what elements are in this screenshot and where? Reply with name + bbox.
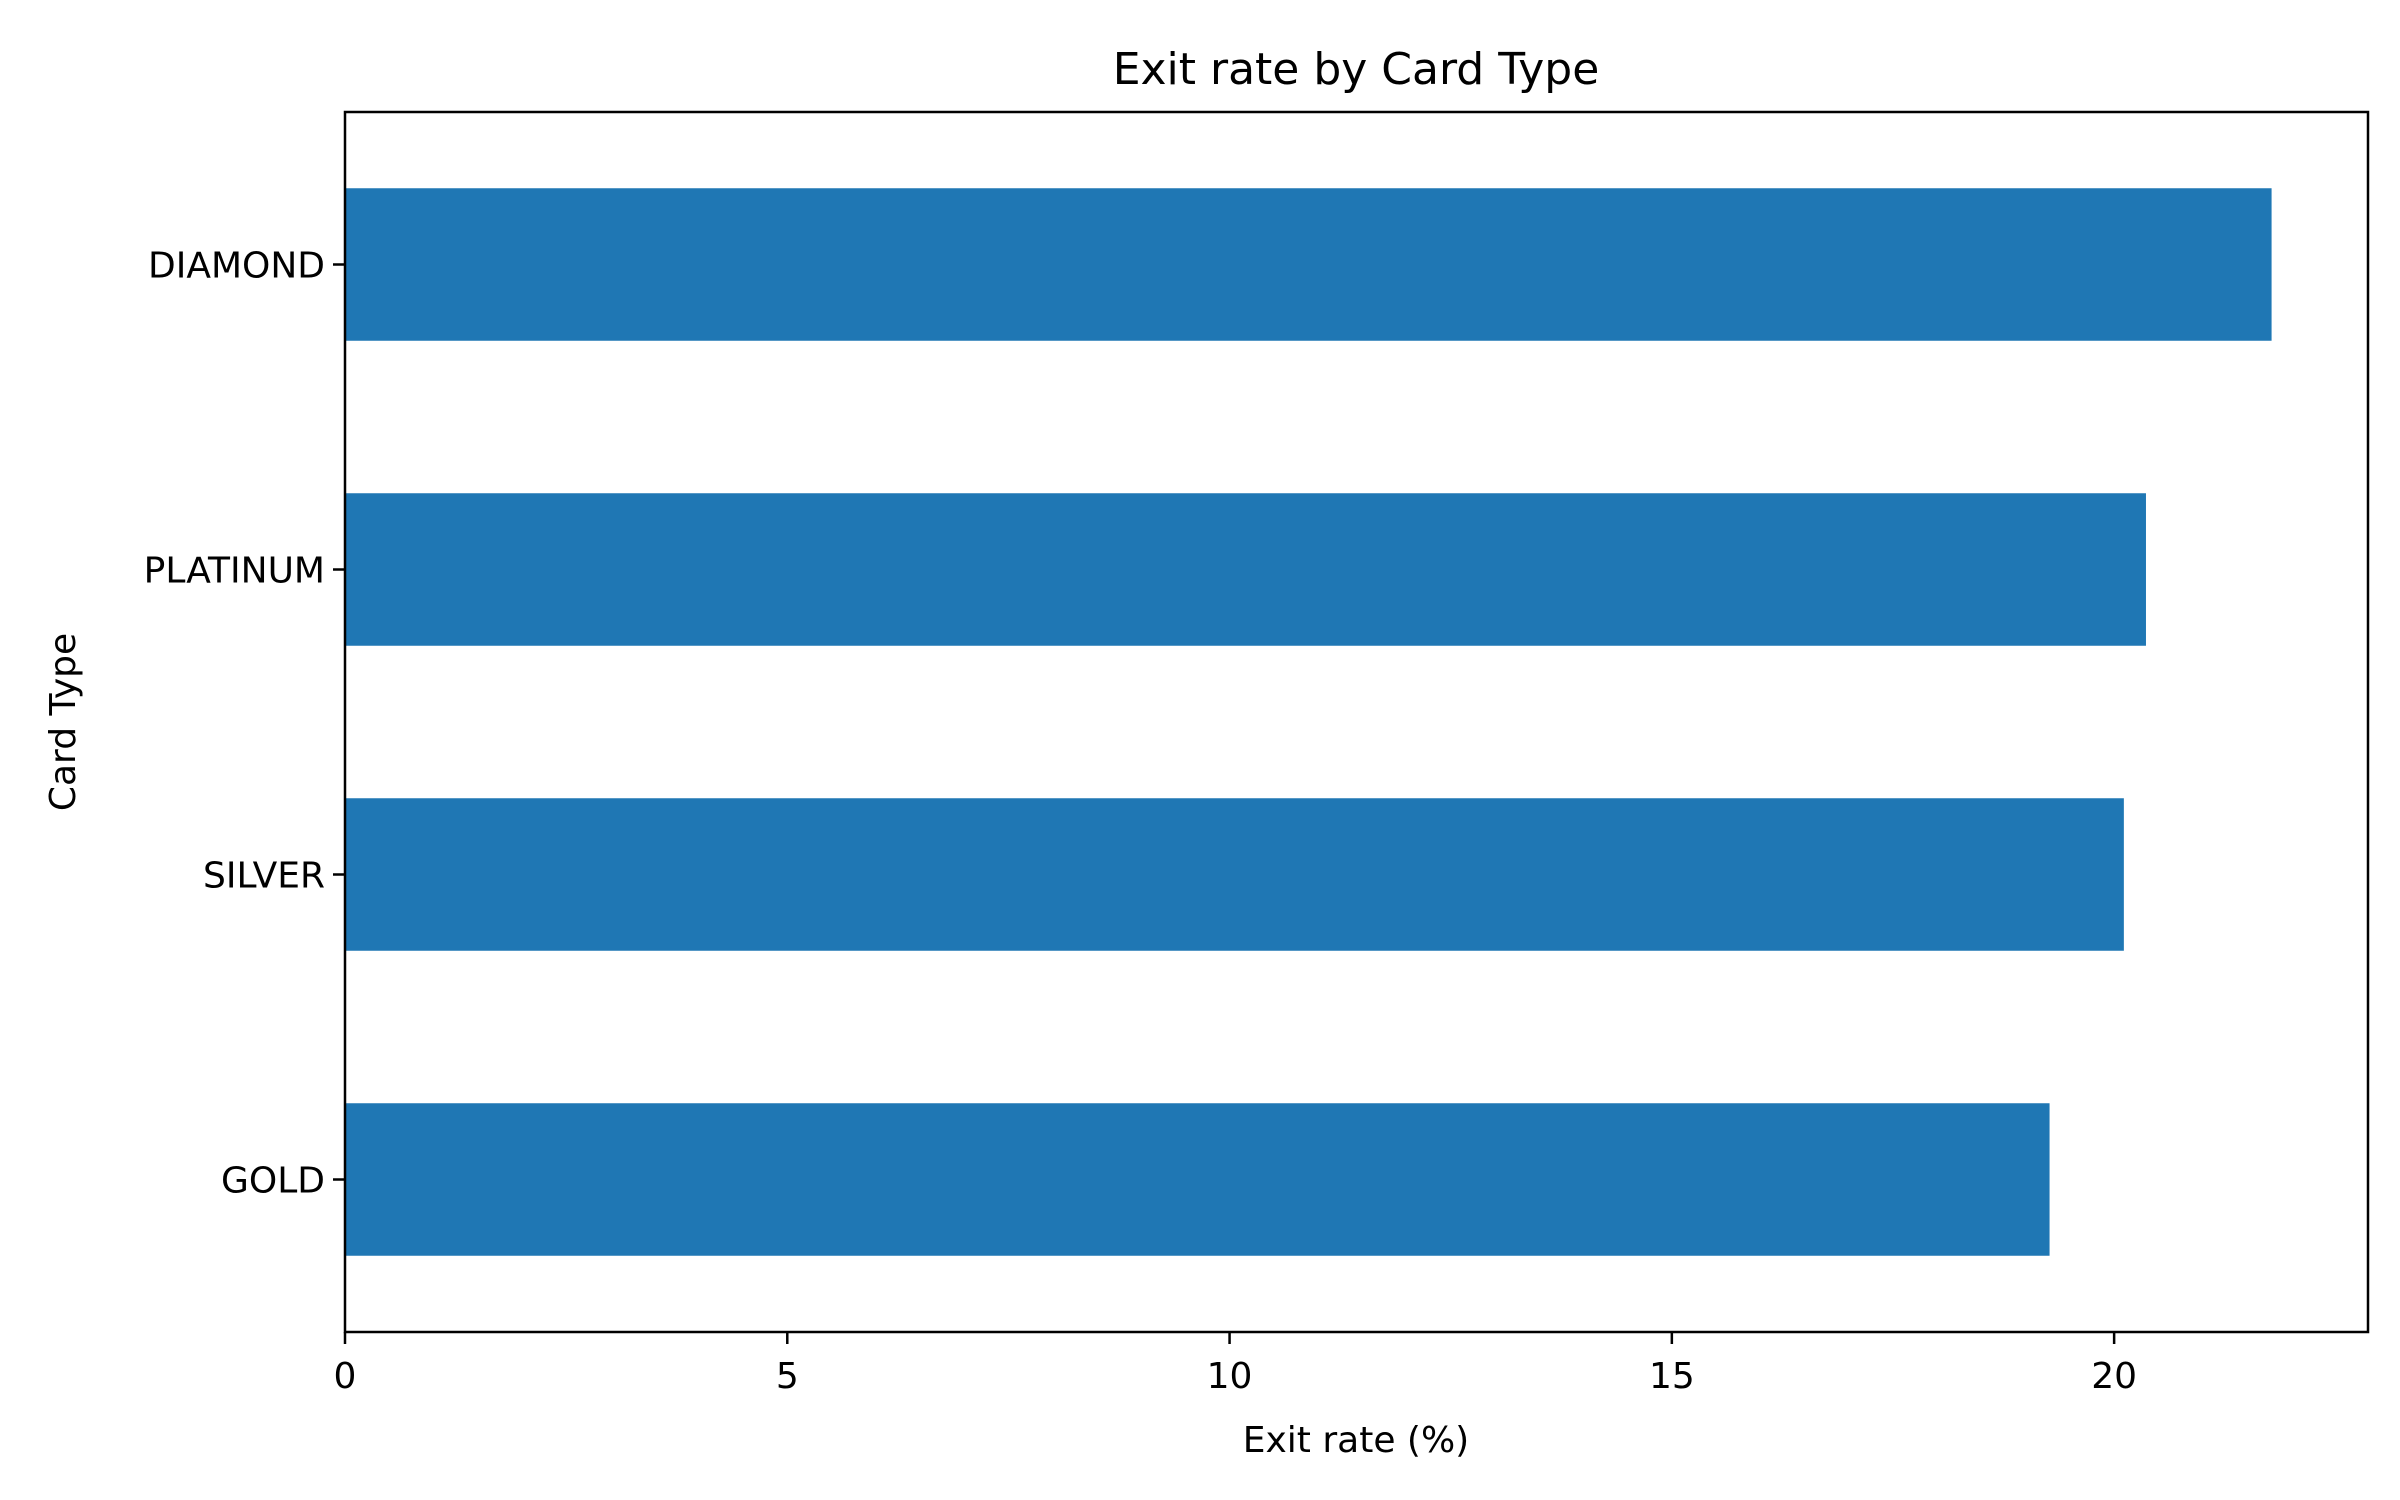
x-tick-label: 5 bbox=[776, 1356, 799, 1397]
x-tick-label: 20 bbox=[2091, 1356, 2137, 1397]
bar-silver bbox=[345, 798, 2124, 951]
x-axis-label: Exit rate (%) bbox=[1243, 1420, 1469, 1461]
x-axis: 0 5 10 15 20 bbox=[334, 1332, 2137, 1397]
x-tick-label: 15 bbox=[1649, 1356, 1695, 1397]
y-tick-label: DIAMOND bbox=[148, 246, 325, 287]
x-tick-label: 10 bbox=[1207, 1356, 1253, 1397]
y-axis: GOLD SILVER PLATINUM DIAMOND bbox=[144, 246, 345, 1202]
y-tick-label: PLATINUM bbox=[144, 551, 325, 592]
x-tick-label: 0 bbox=[334, 1356, 357, 1397]
bar-platinum bbox=[345, 493, 2146, 646]
bar-gold bbox=[345, 1103, 2050, 1256]
plot-frame bbox=[343, 110, 2370, 1334]
y-axis-label: Card Type bbox=[43, 633, 84, 811]
bars-layer bbox=[345, 188, 2272, 1256]
chart-title: Exit rate by Card Type bbox=[1113, 44, 1600, 95]
bar-diamond bbox=[345, 188, 2272, 341]
y-tick-label: SILVER bbox=[203, 856, 325, 897]
y-tick-label: GOLD bbox=[221, 1161, 325, 1202]
